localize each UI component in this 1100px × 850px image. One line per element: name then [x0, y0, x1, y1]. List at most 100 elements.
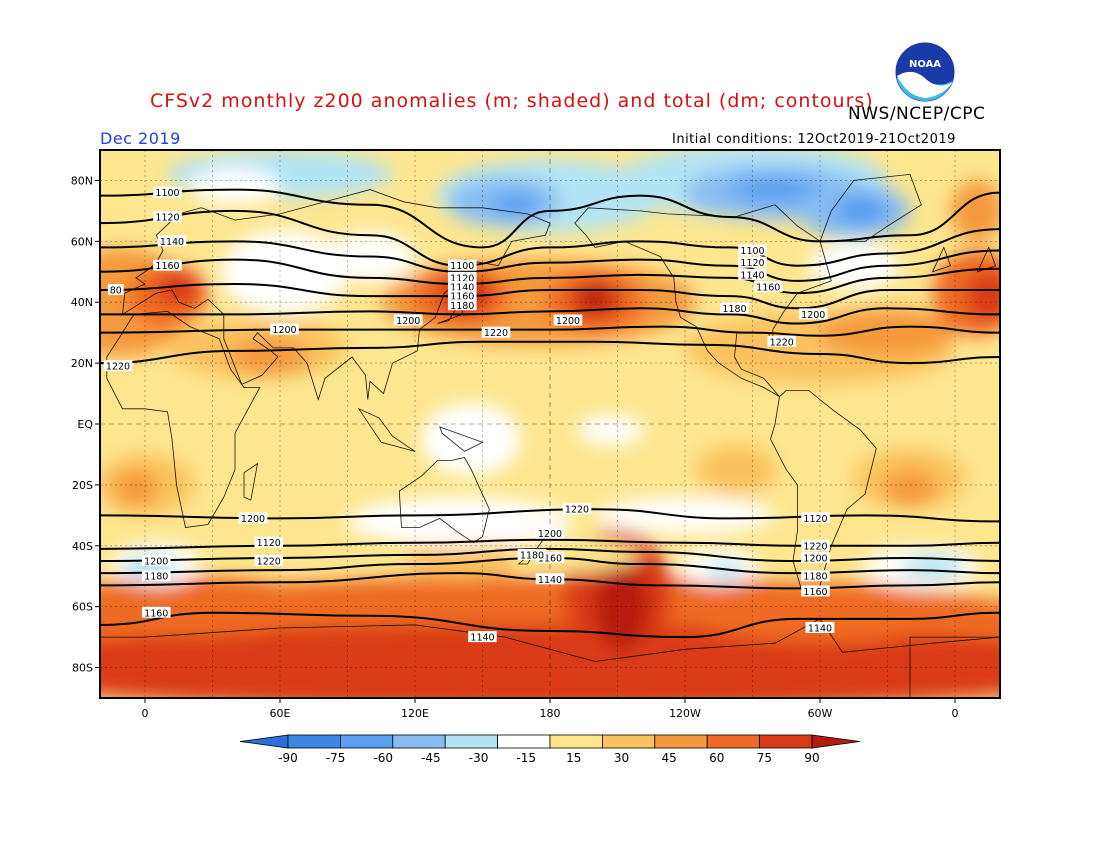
contour-label: 1120: [447, 271, 477, 284]
lat-tick-label: 40S: [72, 540, 93, 553]
colorbar-tick-label: -90: [278, 751, 298, 765]
contour-label: 1200: [141, 555, 171, 568]
contour-label-text: 1200: [803, 553, 827, 564]
noaa-logo-text: NOAA: [909, 59, 941, 70]
contour-label: 1200: [798, 308, 828, 321]
contour-label-text: 1200: [801, 310, 825, 321]
contour-label: 1160: [141, 606, 171, 619]
colorbar-swatch: [444, 734, 499, 749]
contour-label: 1200: [535, 527, 565, 540]
lat-tick-label: 60N: [71, 235, 93, 248]
contour-label: 1160: [447, 290, 477, 303]
contour-label: 1120: [801, 512, 830, 525]
colorbar-tick-label: -45: [421, 751, 441, 765]
contour-label: 1220: [801, 539, 830, 552]
contour-label-text: 1120: [803, 514, 827, 525]
colorbar-swatch: [287, 734, 341, 749]
contour-label-text: 1200: [538, 529, 562, 540]
colorbar-arrow-right: [811, 734, 861, 749]
colorbar-tick-label: 15: [566, 751, 581, 765]
chart-title: CFSv2 monthly z200 anomalies (m; shaded)…: [150, 90, 874, 112]
contour-label-text: 1200: [272, 325, 296, 336]
colorbar-swatch: [706, 734, 761, 749]
contour-label: 1140: [535, 573, 565, 586]
noaa-logo: NOAA: [894, 41, 956, 103]
lat-tick-label: EQ: [77, 418, 93, 431]
lat-tick-label: 20N: [71, 357, 93, 370]
contour-label-text: 1180: [722, 304, 746, 315]
colorbar-tick-label: 90: [804, 751, 819, 765]
lon-tick-label: 120W: [669, 707, 701, 720]
lon-tick-label: 0: [952, 707, 959, 720]
contour-label: 1200: [270, 323, 299, 336]
contour-label: 1180: [720, 302, 749, 315]
contour-label-text: 1140: [538, 575, 562, 586]
colorbar-swatch: [602, 734, 656, 749]
contour-label-text: 1220: [803, 541, 827, 552]
colorbar-tick-label: 30: [614, 751, 629, 765]
contour-label: 1140: [805, 621, 835, 634]
contour-label: 1100: [447, 259, 477, 272]
organization-label: NWS/NCEP/CPC: [848, 104, 986, 124]
contour-label-text: 1200: [241, 514, 265, 525]
lon-tick-label: 0: [142, 707, 149, 720]
contour-label-text: 1100: [450, 261, 474, 272]
contour-label-text: 1140: [450, 283, 474, 294]
colorbar-tick-label: -75: [326, 751, 346, 765]
contour-label-text: 1160: [538, 553, 562, 564]
contour-label-text: 1160: [756, 283, 780, 294]
lat-tick-label: 60S: [72, 601, 93, 614]
lon-tick-label: 120E: [401, 707, 429, 720]
contour-label: 1220: [103, 360, 133, 373]
contour-label: 1220: [562, 503, 592, 516]
contour-label: 1220: [481, 326, 511, 339]
lon-tick-label: 180: [540, 707, 561, 720]
contour-label: 1220: [767, 335, 797, 348]
contour-label: 1180: [141, 570, 171, 583]
lat-tick-label: 80S: [72, 662, 93, 675]
colorbar-swatch: [759, 734, 813, 749]
contour-label: 1120: [254, 536, 284, 549]
contour-label: 1140: [447, 281, 477, 294]
contour-label: 1200: [553, 314, 583, 327]
contour-label-text: 1160: [450, 292, 474, 303]
contour-label: 1140: [468, 631, 497, 644]
contour-label-text: 1120: [257, 538, 281, 549]
colorbar-swatch: [392, 734, 446, 749]
colorbar-tick-label: 75: [757, 751, 772, 765]
colorbar-tick-label: -15: [516, 751, 536, 765]
contour-label: 1160: [801, 585, 830, 598]
contour-label: 1100: [153, 186, 182, 199]
contour-label-text: 1220: [106, 362, 130, 373]
contour-label-text: 1140: [808, 623, 832, 634]
contour-label-text: 1220: [257, 557, 281, 568]
contour-label-text: 1120: [450, 273, 474, 284]
colorbar-swatch: [339, 734, 394, 749]
lon-tick-label: 60W: [808, 707, 833, 720]
contour-label-text: 1140: [740, 270, 764, 281]
colorbar-arrow-left: [239, 734, 289, 749]
contour-label: 1160: [753, 281, 783, 294]
contour-label: 80: [107, 284, 124, 297]
contour-label: 1120: [738, 256, 767, 269]
contour-label: 1200: [238, 512, 268, 525]
valid-month-label: Dec 2019: [100, 129, 181, 148]
contour-label-text: 1220: [770, 337, 794, 348]
contour-label-text: 1200: [556, 316, 580, 327]
contour-label: 1200: [801, 551, 830, 564]
contour-label-text: 1140: [470, 633, 494, 644]
contour-label: 1120: [153, 210, 182, 223]
contour-label: 1140: [738, 268, 767, 281]
lat-tick-label: 80N: [71, 174, 93, 187]
contour-label-text: 1160: [155, 261, 179, 272]
contour-label: 1180: [801, 570, 830, 583]
contour-label: 1140: [157, 235, 187, 248]
contour-label-text: 1180: [803, 572, 827, 583]
colorbar-swatch: [654, 734, 708, 749]
contour-label: 1160: [535, 551, 565, 564]
initial-conditions-label: Initial conditions: 12Oct2019-21Oct2019: [672, 132, 956, 147]
contour-label: 1180: [517, 548, 547, 561]
contour-label-text: 1120: [740, 258, 764, 269]
